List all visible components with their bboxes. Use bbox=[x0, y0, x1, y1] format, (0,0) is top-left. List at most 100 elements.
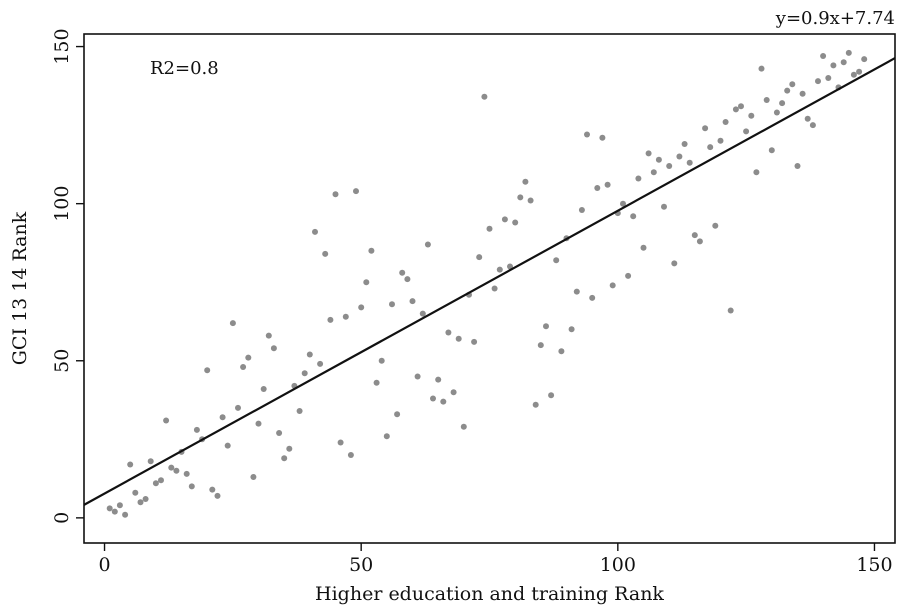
data-point bbox=[373, 379, 380, 386]
data-point bbox=[548, 392, 555, 399]
data-point bbox=[430, 395, 436, 402]
data-point bbox=[773, 109, 780, 116]
data-point bbox=[368, 247, 375, 254]
data-point bbox=[132, 489, 139, 496]
data-point bbox=[784, 87, 791, 94]
x-tick-label: 0 bbox=[98, 554, 110, 576]
data-point bbox=[578, 207, 585, 213]
data-point bbox=[768, 147, 775, 154]
data-point bbox=[856, 68, 863, 75]
data-point bbox=[255, 420, 262, 427]
data-point bbox=[224, 442, 231, 449]
x-tick-label: 50 bbox=[349, 554, 373, 576]
data-point bbox=[229, 320, 236, 327]
data-point bbox=[424, 241, 431, 248]
data-point bbox=[743, 128, 750, 135]
x-axis-ticks: 0 50 100 150 bbox=[98, 543, 893, 576]
data-point bbox=[137, 499, 144, 506]
y-tick-label: 0 bbox=[51, 512, 73, 524]
data-point bbox=[584, 131, 590, 138]
y-tick-label: 150 bbox=[51, 28, 73, 64]
data-point bbox=[270, 345, 277, 352]
r2-annotation: R2=0.8 bbox=[150, 58, 219, 79]
data-point bbox=[404, 276, 411, 283]
data-point bbox=[383, 433, 390, 440]
data-point bbox=[219, 414, 226, 421]
data-point bbox=[630, 213, 637, 220]
data-point bbox=[501, 216, 508, 223]
data-point bbox=[106, 505, 113, 512]
data-point bbox=[142, 496, 149, 502]
data-point bbox=[620, 200, 626, 207]
data-point bbox=[635, 175, 642, 182]
data-point bbox=[193, 426, 200, 433]
y-axis-ticks: 0 50 100 150 bbox=[51, 28, 84, 524]
data-point bbox=[681, 141, 688, 147]
data-point bbox=[168, 464, 175, 471]
plot-frame bbox=[83, 33, 896, 544]
data-point bbox=[594, 185, 601, 191]
data-point bbox=[306, 351, 313, 358]
data-point bbox=[163, 417, 170, 424]
data-point bbox=[799, 90, 806, 97]
data-point bbox=[573, 288, 580, 295]
data-point bbox=[779, 100, 786, 107]
data-point bbox=[147, 458, 154, 465]
data-point bbox=[440, 398, 447, 405]
data-point bbox=[353, 188, 359, 195]
data-point bbox=[312, 228, 318, 235]
data-point bbox=[527, 197, 534, 204]
data-point bbox=[250, 474, 257, 480]
data-point bbox=[850, 71, 857, 78]
data-point bbox=[522, 178, 529, 185]
data-point bbox=[450, 389, 457, 396]
data-point bbox=[414, 373, 421, 380]
data-point bbox=[666, 163, 673, 169]
y-axis-title: GCI 13 14 Rank bbox=[9, 211, 31, 365]
data-point bbox=[609, 282, 616, 289]
data-point bbox=[399, 269, 406, 276]
data-point bbox=[845, 49, 852, 56]
data-point bbox=[245, 354, 252, 361]
data-point bbox=[116, 502, 123, 509]
data-point bbox=[650, 169, 657, 176]
data-point bbox=[281, 455, 288, 462]
data-point bbox=[676, 153, 683, 160]
data-point bbox=[738, 103, 744, 110]
data-point bbox=[553, 257, 560, 264]
data-point bbox=[809, 122, 816, 129]
data-point bbox=[301, 370, 308, 377]
data-point bbox=[696, 238, 703, 245]
data-point bbox=[455, 335, 462, 342]
data-point bbox=[758, 65, 765, 72]
data-point bbox=[661, 203, 667, 210]
data-point bbox=[537, 342, 544, 349]
data-point bbox=[276, 430, 283, 436]
data-point bbox=[183, 470, 190, 477]
data-point bbox=[712, 222, 719, 229]
data-point bbox=[337, 439, 344, 446]
equation-annotation: y=0.9x+7.74 bbox=[775, 8, 895, 29]
data-point bbox=[286, 445, 293, 452]
data-point bbox=[481, 93, 488, 100]
data-point bbox=[476, 254, 483, 261]
x-axis-title: Higher education and training Rank bbox=[315, 583, 664, 605]
data-point bbox=[861, 56, 868, 63]
fit-line bbox=[83, 57, 896, 506]
data-point bbox=[435, 376, 442, 383]
data-point bbox=[471, 338, 478, 345]
data-point bbox=[409, 298, 416, 305]
data-point bbox=[727, 307, 734, 314]
x-tick-label: 150 bbox=[856, 554, 892, 576]
y-tick-label: 50 bbox=[51, 349, 73, 373]
data-point bbox=[445, 329, 452, 336]
data-point bbox=[599, 134, 606, 141]
data-point bbox=[240, 364, 247, 370]
data-point bbox=[265, 332, 272, 339]
data-point bbox=[122, 511, 129, 518]
data-point bbox=[394, 411, 401, 418]
data-point bbox=[517, 194, 524, 201]
data-point bbox=[707, 144, 714, 151]
data-point bbox=[214, 492, 221, 499]
